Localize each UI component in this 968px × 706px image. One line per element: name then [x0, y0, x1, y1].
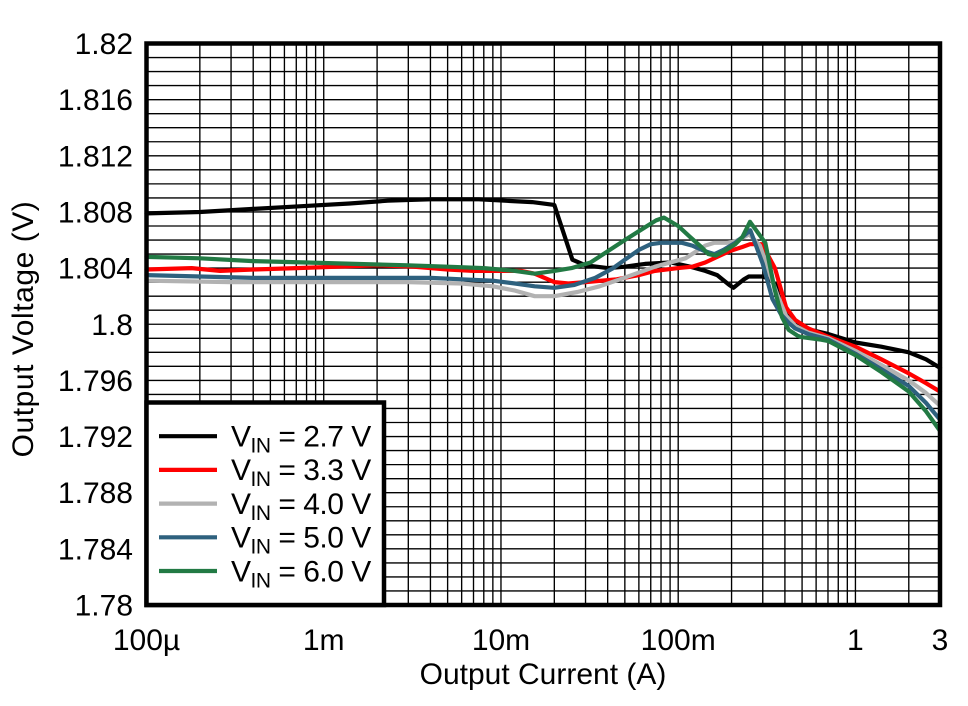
svg-text:1.788: 1.788: [58, 477, 133, 510]
svg-text:1.78: 1.78: [75, 590, 133, 623]
svg-text:1: 1: [847, 624, 864, 657]
svg-text:1.796: 1.796: [58, 365, 133, 398]
svg-text:100µ: 100µ: [113, 624, 180, 657]
svg-text:Output Voltage (V): Output Voltage (V): [7, 201, 40, 458]
svg-text:1.812: 1.812: [58, 140, 133, 173]
svg-text:Output Current (A): Output Current (A): [420, 658, 667, 691]
svg-text:1.816: 1.816: [58, 84, 133, 117]
svg-text:3: 3: [932, 624, 949, 657]
svg-text:100m: 100m: [641, 624, 716, 657]
svg-text:1.808: 1.808: [58, 197, 133, 230]
svg-text:1.8: 1.8: [91, 309, 133, 342]
svg-text:1.82: 1.82: [75, 28, 133, 61]
svg-text:10m: 10m: [472, 624, 530, 657]
svg-text:VIN = 5.0 V: VIN = 5.0 V: [231, 522, 371, 559]
svg-text:1.792: 1.792: [58, 421, 133, 454]
svg-text:1m: 1m: [303, 624, 345, 657]
svg-text:1.784: 1.784: [58, 533, 133, 566]
svg-text:1.804: 1.804: [58, 253, 133, 286]
svg-text:VIN = 3.3 V: VIN = 3.3 V: [231, 454, 371, 491]
